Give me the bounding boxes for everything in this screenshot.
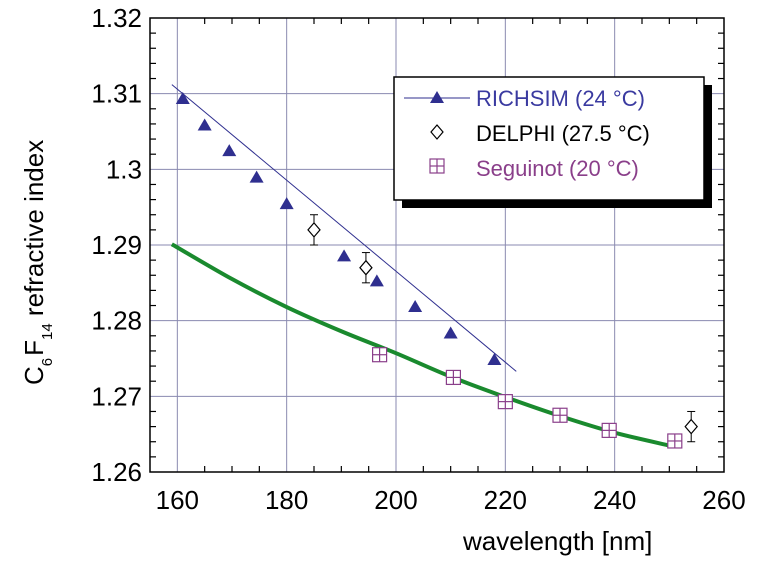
x-tick-label: 220: [484, 485, 527, 515]
richsim-point: [279, 197, 294, 210]
fit-curve-green: [170, 242, 670, 448]
delphi-point: [359, 252, 373, 284]
series-layer: [170, 84, 698, 449]
y-tick-label: 1.26: [91, 457, 142, 487]
delphi-marker: [359, 259, 373, 276]
legend-seguinot-label: Seguinot (20 °C): [476, 156, 639, 181]
delphi-point: [684, 410, 698, 443]
richsim-point: [408, 300, 423, 313]
seguinot-point: [601, 422, 617, 438]
x-axis-title: wavelength [nm]: [462, 526, 652, 556]
richsim-point: [443, 326, 458, 339]
delphi-marker: [307, 221, 321, 238]
y-axis-title: C6F14 refractive index: [19, 140, 56, 385]
legend-delphi-label: DELPHI (27.5 °C): [476, 121, 650, 146]
seguinot-point: [552, 407, 568, 423]
y-tick-label: 1.31: [91, 79, 142, 109]
y-tick-label: 1.29: [91, 230, 142, 260]
plot-frame: [149, 17, 725, 473]
richsim-point: [337, 249, 352, 262]
seguinot-point: [497, 394, 513, 410]
x-tick-label: 200: [374, 485, 417, 515]
richsim-point: [249, 170, 264, 183]
y-tick-label: 1.27: [91, 381, 142, 411]
x-tick-label: 160: [156, 485, 199, 515]
seguinot-point: [372, 347, 388, 363]
richsim-fit-line: [171, 84, 517, 372]
legend: RICHSIM (24 °C) DELPHI (27.5 °C) Seguino…: [393, 76, 712, 208]
x-tick-label: 180: [265, 485, 308, 515]
legend-richsim-label: RICHSIM (24 °C): [476, 86, 645, 111]
legend-richsim-marker: [430, 91, 444, 103]
y-tick-label: 1.3: [106, 154, 142, 184]
x-tick-labels: 160 180 200 220 240 260: [156, 485, 746, 515]
richsim-point: [197, 118, 212, 131]
richsim-point: [369, 274, 384, 287]
x-tick-label: 240: [593, 485, 636, 515]
legend-seguinot-marker: [429, 158, 445, 174]
delphi-marker: [684, 418, 698, 435]
richsim-point: [222, 144, 237, 157]
y-tick-label: 1.32: [91, 3, 142, 33]
x-tick-label: 260: [702, 485, 745, 515]
y-tick-label: 1.28: [91, 306, 142, 336]
legend-delphi-marker: [430, 124, 444, 140]
richsim-point: [175, 91, 190, 104]
richsim-point: [487, 353, 502, 366]
seguinot-point: [667, 433, 683, 449]
delphi-point: [307, 214, 321, 246]
seguinot-point: [445, 369, 461, 386]
y-tick-labels: 1.26 1.27 1.28 1.29 1.3 1.31 1.32: [91, 3, 142, 487]
axis-ticks: [150, 18, 724, 472]
